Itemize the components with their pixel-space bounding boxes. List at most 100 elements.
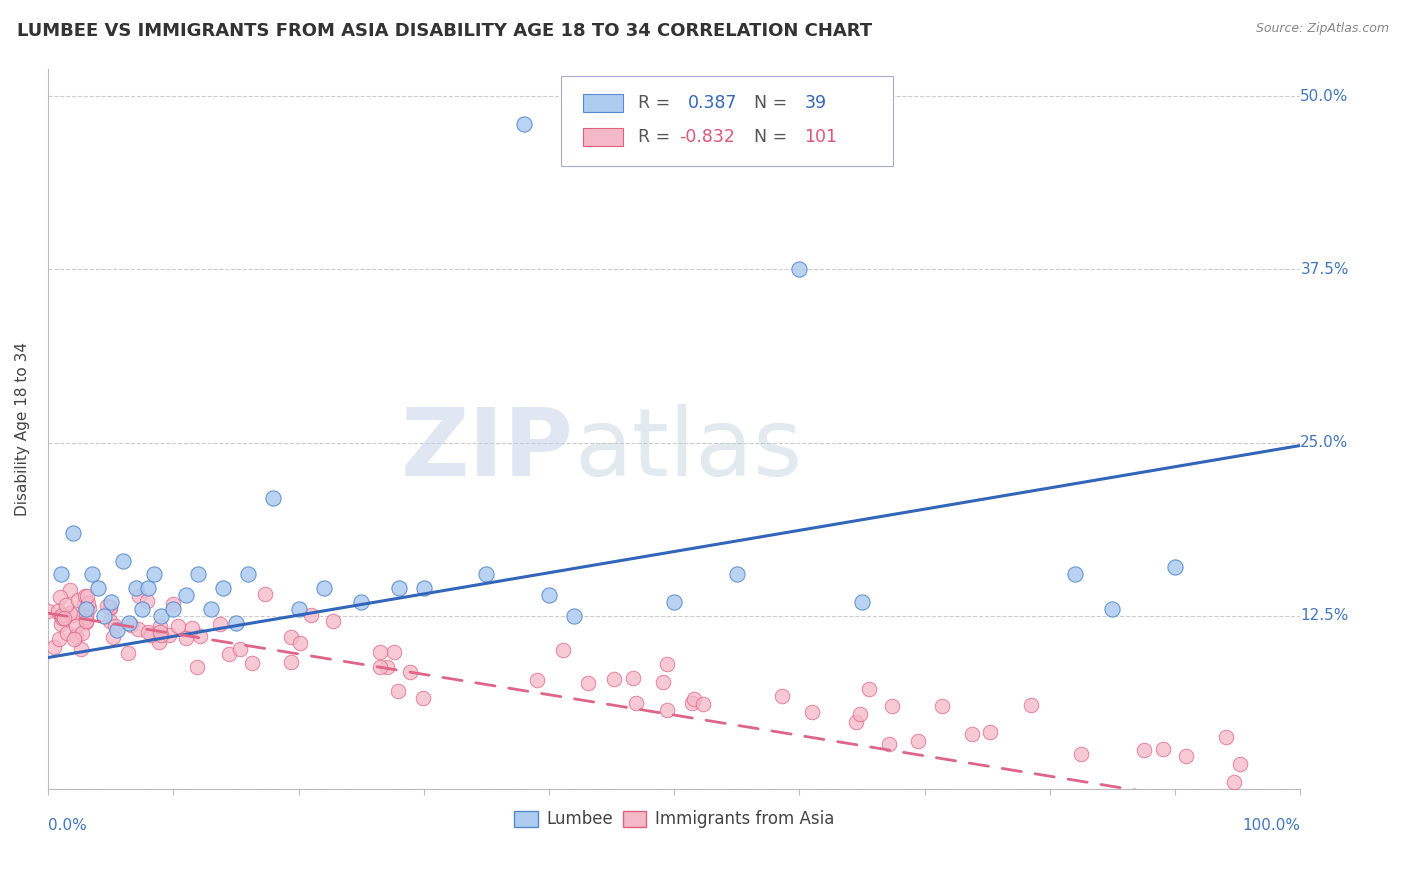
- FancyBboxPatch shape: [582, 128, 623, 145]
- Point: [51, 611, 73, 625]
- Point: [51, 609, 73, 624]
- Point: [877, 738, 900, 752]
- FancyBboxPatch shape: [561, 76, 893, 166]
- Point: [412, 691, 434, 706]
- Point: [770, 689, 793, 703]
- Point: [51, 607, 73, 622]
- Point: [621, 671, 644, 685]
- Point: [98, 600, 121, 615]
- Point: [1019, 698, 1042, 712]
- Point: [412, 581, 434, 595]
- Point: [174, 631, 197, 645]
- Point: [387, 683, 409, 698]
- Point: [65, 629, 87, 643]
- Point: [1152, 741, 1174, 756]
- Point: [849, 706, 872, 721]
- Point: [75, 610, 97, 624]
- Point: [789, 262, 811, 277]
- Point: [49, 617, 72, 632]
- Point: [104, 619, 127, 633]
- Point: [98, 599, 121, 614]
- Point: [117, 646, 139, 660]
- Point: [149, 619, 172, 633]
- Point: [368, 645, 391, 659]
- Point: [368, 660, 391, 674]
- Point: [162, 597, 184, 611]
- Text: atlas: atlas: [574, 404, 803, 497]
- Point: [49, 567, 72, 582]
- Text: 37.5%: 37.5%: [1301, 262, 1348, 277]
- Point: [127, 622, 149, 636]
- Point: [551, 642, 574, 657]
- Point: [148, 634, 170, 648]
- Point: [858, 682, 880, 697]
- Text: 50.0%: 50.0%: [1301, 88, 1348, 103]
- Point: [66, 593, 89, 607]
- Point: [101, 631, 124, 645]
- Point: [49, 590, 72, 604]
- Point: [120, 618, 142, 632]
- Point: [181, 621, 204, 635]
- Point: [80, 567, 103, 582]
- Point: [187, 567, 209, 582]
- Point: [212, 581, 235, 595]
- Text: N =: N =: [755, 128, 793, 146]
- Point: [229, 642, 252, 657]
- Point: [87, 581, 110, 595]
- Text: 39: 39: [804, 95, 827, 112]
- Point: [907, 733, 929, 747]
- Point: [626, 696, 648, 710]
- Point: [76, 589, 98, 603]
- Point: [167, 619, 190, 633]
- Point: [253, 587, 276, 601]
- Point: [118, 615, 141, 630]
- Point: [73, 597, 96, 611]
- Text: N =: N =: [755, 95, 793, 112]
- Point: [1070, 747, 1092, 762]
- Point: [576, 675, 599, 690]
- Point: [603, 672, 626, 686]
- Point: [128, 589, 150, 603]
- Point: [59, 582, 82, 597]
- Point: [42, 640, 65, 655]
- Point: [537, 588, 560, 602]
- Point: [322, 614, 344, 628]
- Point: [105, 623, 128, 637]
- Point: [280, 631, 302, 645]
- Point: [1101, 602, 1123, 616]
- Point: [692, 698, 714, 712]
- Point: [93, 609, 115, 624]
- Point: [1064, 567, 1087, 582]
- Point: [513, 117, 536, 131]
- Point: [75, 614, 97, 628]
- Point: [375, 659, 398, 673]
- Point: [1175, 749, 1198, 764]
- Text: Source: ZipAtlas.com: Source: ZipAtlas.com: [1256, 22, 1389, 36]
- Point: [240, 656, 263, 670]
- Text: 12.5%: 12.5%: [1301, 608, 1348, 624]
- Point: [138, 624, 160, 639]
- Point: [75, 602, 97, 616]
- Point: [288, 636, 311, 650]
- Point: [1223, 775, 1246, 789]
- Point: [388, 581, 411, 595]
- Point: [62, 525, 84, 540]
- Point: [159, 628, 181, 642]
- Point: [70, 626, 93, 640]
- Point: [1215, 730, 1237, 744]
- Point: [77, 596, 100, 610]
- Point: [98, 614, 121, 628]
- Text: R =: R =: [638, 95, 676, 112]
- Point: [655, 703, 678, 717]
- Point: [475, 567, 498, 582]
- Point: [136, 581, 159, 595]
- Point: [218, 647, 240, 661]
- Text: ZIP: ZIP: [401, 404, 574, 497]
- Point: [149, 624, 172, 639]
- Point: [63, 632, 86, 646]
- Point: [562, 609, 585, 624]
- Point: [1164, 560, 1187, 574]
- Point: [655, 657, 678, 671]
- FancyBboxPatch shape: [582, 95, 623, 112]
- Point: [162, 602, 184, 616]
